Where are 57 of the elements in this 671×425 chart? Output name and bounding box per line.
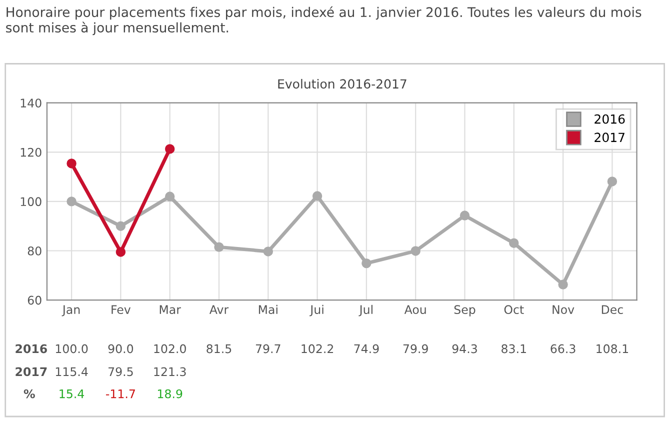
data-label: 81.5 xyxy=(206,344,232,354)
x-tick-label: Dec xyxy=(602,305,623,314)
data-label: 94.3 xyxy=(452,344,477,354)
point xyxy=(66,196,76,206)
x-tick-label: Mai xyxy=(258,304,278,314)
point xyxy=(362,258,372,268)
x-tick-label: Jui xyxy=(310,304,324,316)
data-label: 83.1 xyxy=(502,344,526,354)
data-label: 102.0 xyxy=(154,344,186,354)
text: -11.7 xyxy=(106,389,135,398)
data-label: 79.5 xyxy=(108,367,133,376)
point xyxy=(116,221,126,231)
x-tick-label: Avr xyxy=(209,305,229,314)
x-tick-label: Aou xyxy=(404,305,426,314)
point xyxy=(116,247,126,257)
text: % xyxy=(24,389,35,398)
data-label: 79.9 xyxy=(403,344,428,354)
x-tick-label: Fev xyxy=(112,305,131,314)
data-label: 121.3 xyxy=(154,367,186,376)
point xyxy=(410,246,420,256)
x-tick-label: Mar xyxy=(160,305,181,314)
data-label: 108.1 xyxy=(596,344,628,354)
point xyxy=(164,192,175,202)
chart-title: Evolution 2016-2017 xyxy=(278,78,406,89)
legend-label: 2017 xyxy=(594,132,624,142)
point xyxy=(66,158,76,168)
data-label: 102.2 xyxy=(302,344,334,354)
data-label: 74.9 xyxy=(354,344,379,354)
point xyxy=(558,280,568,290)
x-tick-label: Jan xyxy=(62,305,80,316)
point xyxy=(312,191,322,201)
data-label: 90.0 xyxy=(108,344,134,354)
y-tick-label: 60 xyxy=(28,296,42,305)
point xyxy=(164,144,175,154)
y-tick-label: 140 xyxy=(20,98,42,108)
data-label: 66.3 xyxy=(550,344,576,354)
x-tick-label: Nov xyxy=(552,305,574,314)
point xyxy=(214,242,224,252)
text: 15.4 xyxy=(60,389,84,398)
legend-label: 2016 xyxy=(594,114,625,124)
text: 2016 xyxy=(16,344,47,354)
x-tick-label: Jul xyxy=(358,304,372,316)
point xyxy=(460,210,470,220)
chart-subtitle: Honoraire pour placements fixes par mois, indexé au 1. janvier 2016. Toutes les valeurs du mois sont mises à jour mensuellement. xyxy=(6,6,642,36)
point xyxy=(263,246,274,256)
x-tick-label: Oct xyxy=(504,305,524,314)
text: 2017 xyxy=(16,367,47,376)
x-tick-label: Sep xyxy=(454,305,476,316)
y-tick-label: 100 xyxy=(20,197,42,206)
text: 18.9 xyxy=(158,389,182,398)
point xyxy=(607,176,618,186)
point xyxy=(509,238,519,248)
data-label: 115.4 xyxy=(56,367,88,376)
y-tick-label: 80 xyxy=(28,246,42,256)
y-tick-label: 120 xyxy=(20,148,42,157)
data-label: 79.7 xyxy=(256,344,280,354)
data-label: 100.0 xyxy=(56,344,88,354)
